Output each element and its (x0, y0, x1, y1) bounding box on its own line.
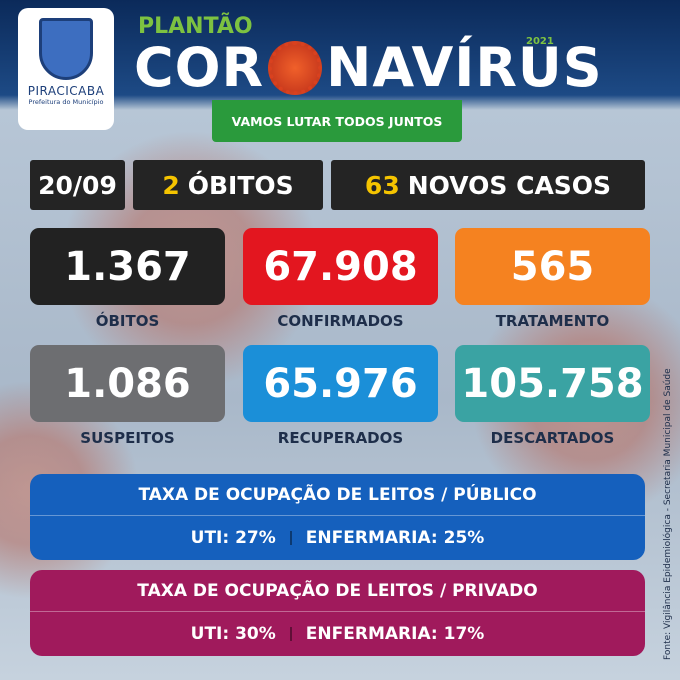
occupancy-title: TAXA DE OCUPAÇÃO DE LEITOS / PÚBLICO (30, 474, 645, 516)
stat-value: 105.758 (455, 345, 650, 422)
title-right: NAVÍRUS (326, 36, 603, 99)
logo: PIRACICABA Prefeitura do Município (18, 8, 114, 130)
stat-value: 565 (455, 228, 650, 305)
title-left: COR (134, 36, 265, 99)
stat-label: DESCARTADOS (490, 429, 615, 447)
stat-label: CONFIRMADOS (277, 312, 404, 330)
new-cases-count: 63 (364, 170, 400, 200)
city-subtitle: Prefeitura do Município (28, 98, 104, 106)
occupancy-box: TAXA DE OCUPAÇÃO DE LEITOS / PÚBLICO UTI:… (30, 474, 645, 560)
source: Fonte: Vigilância Epidemiológica - Secre… (663, 368, 673, 660)
stat-value: 1.086 (30, 345, 225, 422)
stat-value: 1.367 (30, 228, 225, 305)
deaths-label: ÓBITOS (187, 170, 294, 200)
stat-label: ÓBITOS (95, 312, 160, 330)
deaths-count: 2 (162, 170, 180, 200)
occupancy-rates: UTI: 30% ENFERMARIA: 17% (30, 612, 645, 656)
kicker: PLANTÃO (138, 14, 253, 39)
slogan: VAMOS LUTAR TODOS JUNTOS (212, 100, 462, 142)
date: 20/09 (38, 170, 117, 200)
stat-label: TRATAMENTO (495, 312, 610, 330)
stat-label: RECUPERADOS (277, 429, 404, 447)
uti-rate: UTI: 27% (190, 528, 276, 548)
uti-rate: UTI: 30% (190, 624, 276, 644)
deaths-box: 2 ÓBITOS (133, 160, 323, 210)
city-name: PIRACICABA (27, 84, 105, 98)
stat-label: SUSPEITOS (80, 429, 175, 447)
ward-rate: ENFERMARIA: 25% (305, 528, 485, 548)
occupancy-box: TAXA DE OCUPAÇÃO DE LEITOS / PRIVADO UTI:… (30, 570, 645, 656)
new-cases-label: NOVOS CASOS (407, 170, 612, 200)
separator (289, 531, 292, 545)
stat-value: 67.908 (243, 228, 438, 305)
stat-value: 65.976 (243, 345, 438, 422)
separator (289, 627, 292, 641)
occupancy-title: TAXA DE OCUPAÇÃO DE LEITOS / PRIVADO (30, 570, 645, 612)
title: COR NAVÍRUS (134, 36, 603, 99)
year: 2021 (526, 36, 554, 47)
occupancy-rates: UTI: 27% ENFERMARIA: 25% (30, 516, 645, 560)
new-cases-box: 63 NOVOS CASOS (331, 160, 645, 210)
virus-icon (268, 40, 323, 95)
coat-of-arms (39, 18, 93, 80)
date-box: 20/09 (30, 160, 125, 210)
ward-rate: ENFERMARIA: 17% (305, 624, 485, 644)
